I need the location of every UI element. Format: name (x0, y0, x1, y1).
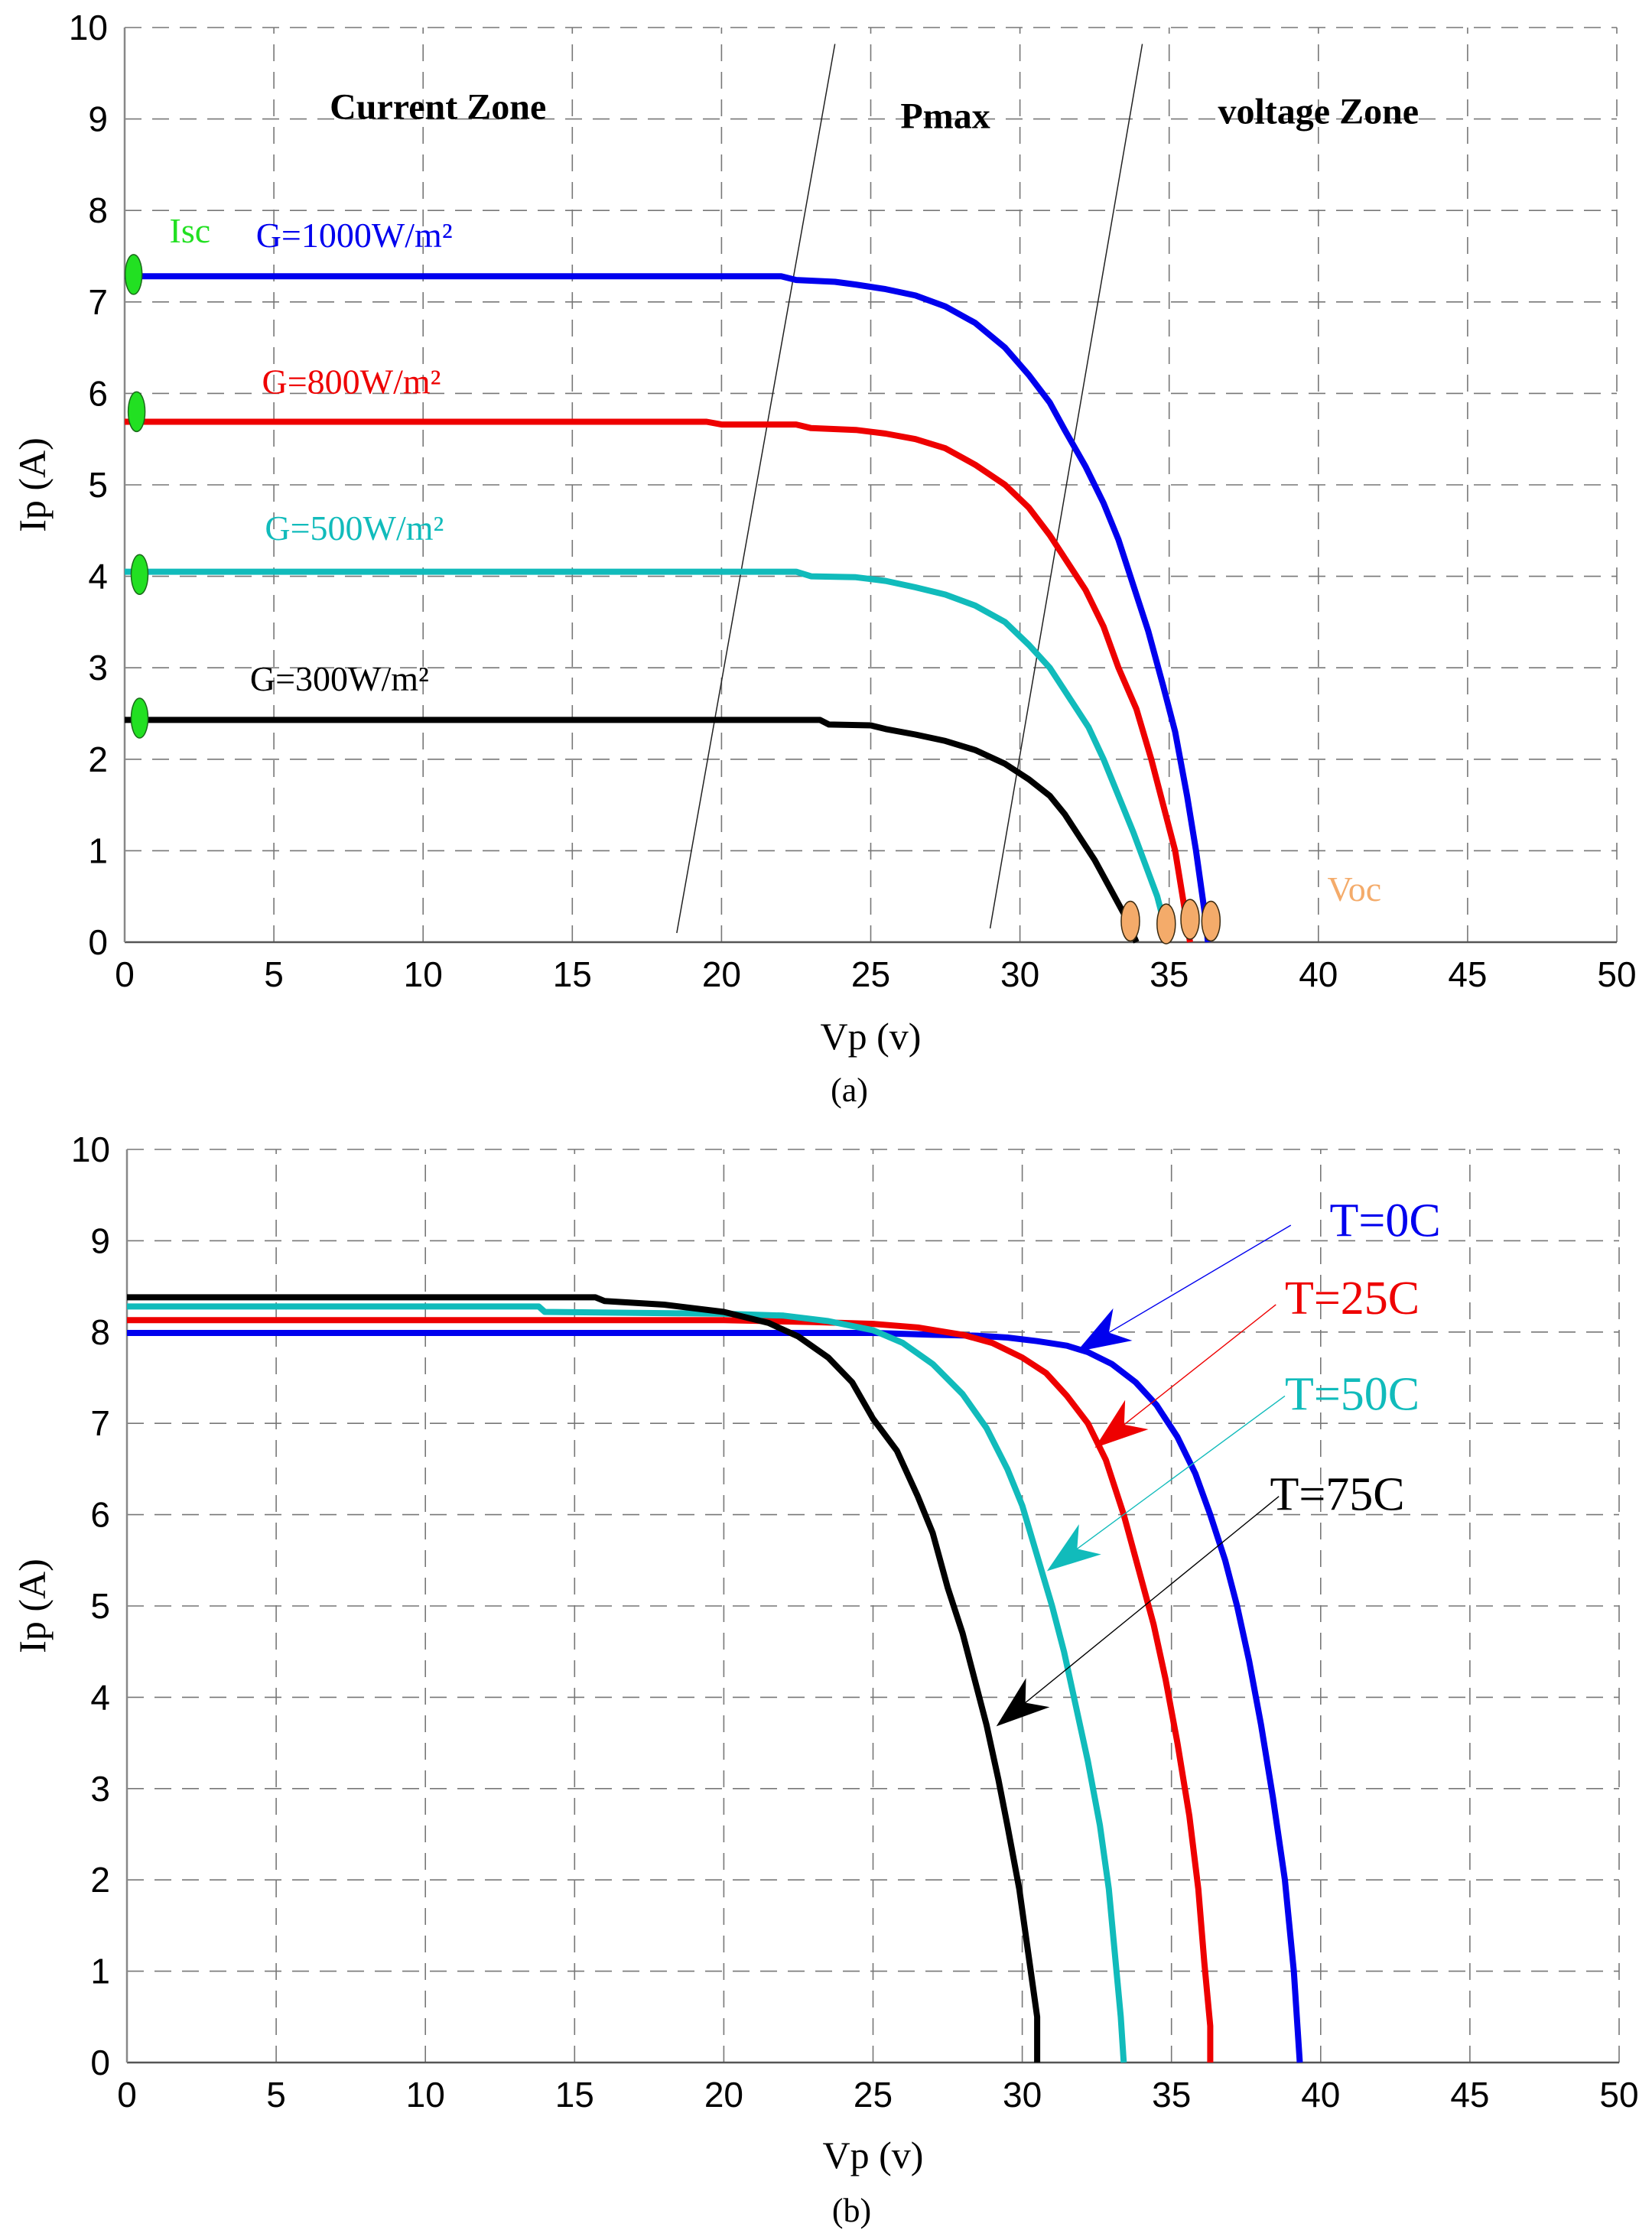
zone-label: Current Zone (330, 87, 546, 128)
x-axis-label: Vp (v) (823, 2134, 924, 2176)
x-tick-label: 15 (553, 954, 592, 994)
x-tick-label: 30 (1003, 2075, 1042, 2115)
x-tick-label: 15 (555, 2075, 594, 2115)
isc-marker (124, 254, 143, 295)
series-line (127, 1317, 1214, 2063)
x-tick-label: 25 (854, 2075, 893, 2115)
y-tick-label: 7 (88, 282, 108, 322)
x-tick-label: 20 (704, 2075, 743, 2115)
y-tick-label: 2 (90, 1860, 110, 1900)
x-tick-label: 45 (1450, 2075, 1489, 2115)
series-label: G=1000W/m² (256, 216, 453, 255)
y-axis-label: Ip (A) (11, 1559, 54, 1653)
series-line (127, 1294, 1041, 2063)
y-tick-label: 1 (88, 831, 108, 870)
y-tick-label: 4 (90, 1677, 110, 1717)
pmax-boundary-line (676, 44, 836, 934)
y-tick-label: 4 (88, 557, 108, 597)
zone-label: Pmax (900, 96, 990, 137)
x-tick-label: 0 (115, 954, 135, 994)
y-tick-label: 6 (90, 1495, 110, 1535)
y-tick-label: 5 (88, 465, 108, 505)
voc-marker (1156, 903, 1176, 944)
isc-marker (130, 554, 149, 595)
series-label: T=50C (1285, 1368, 1419, 1420)
x-tick-label: 45 (1448, 954, 1487, 994)
x-tick-label: 50 (1597, 954, 1636, 994)
y-tick-label: 10 (71, 1130, 110, 1169)
x-tick-label: 30 (1000, 954, 1039, 994)
series-line (127, 1330, 1303, 2063)
series-label: G=800W/m² (262, 362, 441, 401)
x-tick-label: 5 (264, 954, 284, 994)
voc-label: Voc (1328, 870, 1382, 909)
annotation-arrow (1076, 1224, 1292, 1352)
y-axis-label: Ip (A) (11, 437, 54, 532)
isc-marker (130, 697, 149, 739)
y-tick-label: 9 (88, 99, 108, 139)
x-tick-label: 40 (1299, 954, 1338, 994)
zone-label: voltage Zone (1218, 92, 1419, 132)
series-label: T=0C (1330, 1195, 1441, 1247)
figure-caption: (b) (832, 2192, 871, 2229)
series-label: G=300W/m² (250, 659, 429, 698)
isc-label: Isc (170, 211, 211, 250)
x-tick-label: 25 (851, 954, 890, 994)
series-line (125, 418, 1193, 943)
y-tick-label: 6 (88, 373, 108, 413)
y-tick-label: 0 (88, 922, 108, 962)
annotation-arrow (996, 1496, 1280, 1727)
series-label: G=500W/m² (265, 509, 444, 548)
x-tick-label: 10 (404, 954, 443, 994)
series-line (125, 717, 1140, 944)
y-tick-label: 1 (90, 1952, 110, 1991)
y-tick-label: 8 (90, 1312, 110, 1352)
voc-marker (1120, 900, 1140, 942)
series-line (127, 1303, 1127, 2063)
series-label: T=25C (1285, 1273, 1419, 1325)
y-tick-label: 0 (90, 2043, 110, 2082)
x-tick-label: 35 (1150, 954, 1189, 994)
voc-marker (1201, 900, 1221, 942)
y-tick-label: 9 (90, 1221, 110, 1260)
x-tick-label: 10 (406, 2075, 445, 2115)
y-tick-label: 8 (88, 190, 108, 230)
x-axis-label: Vp (v) (821, 1015, 922, 1058)
isc-marker (127, 391, 146, 433)
series-line (125, 273, 1211, 943)
y-tick-label: 7 (90, 1403, 110, 1443)
x-tick-label: 20 (702, 954, 741, 994)
y-tick-label: 5 (90, 1586, 110, 1626)
x-tick-label: 40 (1301, 2075, 1340, 2115)
voc-marker (1180, 899, 1200, 940)
pmax-boundary-line (989, 44, 1143, 929)
series-line (125, 568, 1166, 921)
y-tick-label: 3 (88, 648, 108, 688)
x-tick-label: 50 (1599, 2075, 1638, 2115)
x-tick-label: 5 (266, 2075, 286, 2115)
x-tick-label: 0 (117, 2075, 137, 2115)
y-tick-label: 2 (88, 740, 108, 779)
series-label: T=75C (1270, 1469, 1404, 1521)
x-tick-label: 35 (1152, 2075, 1191, 2115)
y-tick-label: 3 (90, 1769, 110, 1809)
y-tick-label: 10 (69, 8, 108, 47)
figure-caption: (a) (831, 1071, 868, 1109)
annotation-arrow (1046, 1395, 1286, 1572)
annotation-arrow (1094, 1304, 1276, 1448)
